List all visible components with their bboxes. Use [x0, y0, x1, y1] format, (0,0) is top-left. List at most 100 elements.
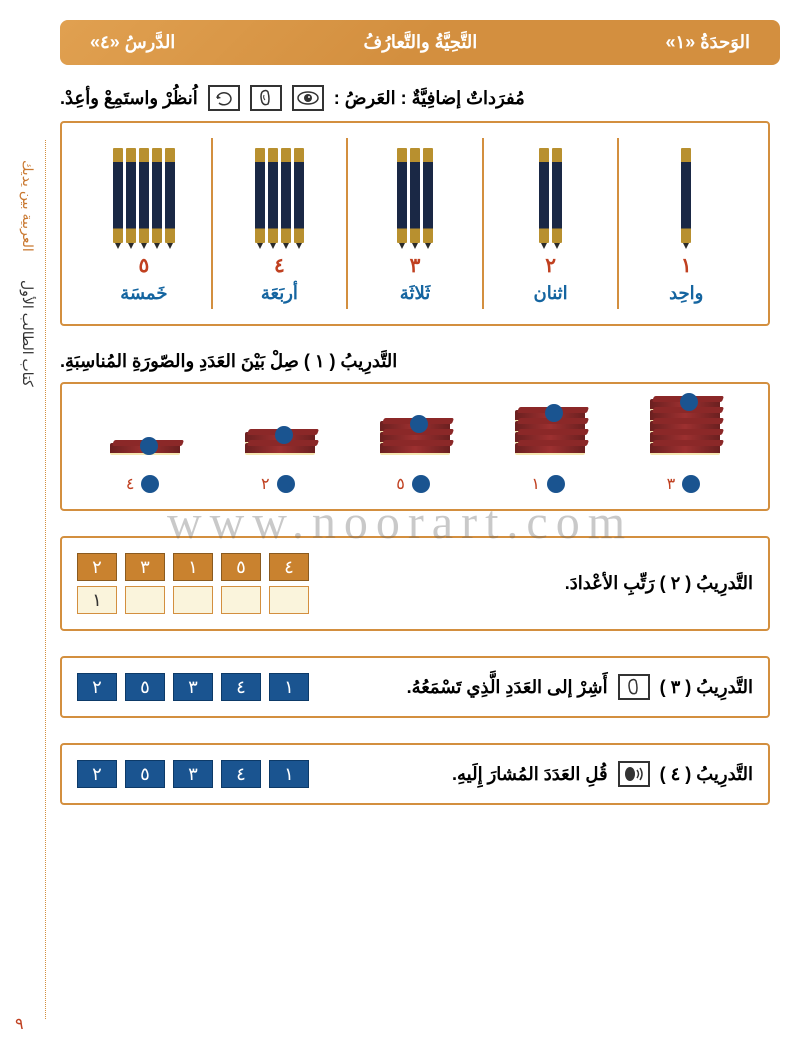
book-icon [650, 443, 720, 455]
pen-icon [255, 148, 265, 243]
pen-icon [552, 148, 562, 243]
pen-word: اثنان [489, 283, 613, 304]
match-dot[interactable] [680, 393, 698, 411]
number-dot[interactable]: ١ [531, 474, 569, 494]
pen-numeral: ٢ [489, 253, 613, 278]
pen-word: أربَعَة [218, 283, 342, 304]
pen-cell: ١ واحِد [617, 138, 753, 309]
pen-cell: ٥خَمسَة [77, 138, 211, 309]
pen-icon [539, 148, 549, 243]
pen-icon [397, 148, 407, 243]
match-dot[interactable] [682, 475, 700, 493]
number-dot[interactable]: ٥ [396, 474, 434, 494]
pen-icon [165, 148, 175, 243]
margin-dotted-line [45, 140, 46, 1019]
pen-numeral: ٤ [218, 253, 342, 278]
match-dot[interactable] [277, 475, 295, 493]
ex3-instruction: أَشِرْ إلى العَدَدِ الَّذِي تَسْمَعُهُ. [407, 677, 608, 698]
number-box[interactable]: ٢ [77, 760, 117, 788]
number-box[interactable]: ١ [269, 673, 309, 701]
pen-icon [126, 148, 136, 243]
book-cell[interactable] [77, 441, 212, 459]
vocab-instruction: مُفرَداتٌ إضافِيَّةٌ : العَرضُ : اُنظُرْ… [60, 85, 770, 111]
ear-icon [250, 85, 282, 111]
pen-icon [410, 148, 420, 243]
dot-number: ٢ [261, 474, 270, 494]
speak-icon [618, 761, 650, 787]
match-dot[interactable] [275, 426, 293, 444]
number-dot[interactable]: ٢ [261, 474, 299, 494]
number-box: ٣ [125, 553, 165, 581]
book-cell[interactable] [212, 432, 347, 459]
sidebar-title-1: العربية بين يديك [20, 160, 36, 252]
ex1-instruction: التَّدرِيبُ ( ١ ) صِلْ بَيْنَ العَدَدِ و… [60, 351, 770, 372]
match-dot[interactable] [140, 437, 158, 455]
pen-word: واحِد [624, 283, 748, 304]
number-dot[interactable]: ٣ [667, 474, 705, 494]
number-box: ٤ [269, 553, 309, 581]
vocab-prefix: مُفرَداتٌ إضافِيَّةٌ : العَرضُ : [334, 88, 525, 109]
number-box[interactable]: ١ [269, 760, 309, 788]
book-cell[interactable] [618, 399, 753, 459]
match-dot[interactable] [547, 475, 565, 493]
vocab-section: ١ واحِد ٢ اثنان ٣ ثَلاثَة ٤ أربَعَة ٥خَمسَة [60, 121, 770, 326]
ex2-label: التَّدرِيبُ ( ٢ ) رَتِّبِ الأعْدادَ. [565, 573, 753, 594]
dot-number: ١ [531, 474, 540, 494]
ex1-label: التَّدرِيبُ ( ١ ) صِلْ بَيْنَ العَدَدِ و… [60, 351, 397, 372]
number-box: ٢ [77, 553, 117, 581]
number-box[interactable]: ٣ [173, 673, 213, 701]
match-dot[interactable] [412, 475, 430, 493]
ex3-label: التَّدرِيبُ ( ٣ ) [660, 677, 753, 698]
pen-icon [268, 148, 278, 243]
number-box[interactable]: ٤ [221, 760, 261, 788]
pen-numeral: ٥ [82, 253, 206, 278]
book-cell[interactable] [483, 410, 618, 459]
pen-cell: ٤ أربَعَة [211, 138, 347, 309]
ex1-section: ٣ ١ ٥ ٢ ٤ [60, 382, 770, 511]
answer-box[interactable] [173, 586, 213, 614]
page-number: ٩ [15, 1014, 24, 1034]
pen-numeral: ٣ [353, 253, 477, 278]
repeat-icon [208, 85, 240, 111]
pen-icon [681, 148, 691, 243]
number-box[interactable]: ٥ [125, 673, 165, 701]
ex3-section: التَّدرِيبُ ( ٣ ) أَشِرْ إلى العَدَدِ ال… [60, 656, 770, 718]
book-icon [245, 443, 315, 455]
ex4-section: التَّدرِيبُ ( ٤ ) قُلِ العَدَدَ المُشارَ… [60, 743, 770, 805]
answer-box[interactable] [221, 586, 261, 614]
ex4-instruction: قُلِ العَدَدَ المُشارَ إِلَيهِ. [452, 764, 608, 785]
vocab-suffix: اُنظُرْ واستَمِعْ وأعِدْ. [60, 88, 198, 109]
ear-icon [618, 674, 650, 700]
pen-icon [423, 148, 433, 243]
book-icon [380, 443, 450, 455]
dot-number: ٥ [396, 474, 405, 494]
dot-number: ٣ [667, 474, 676, 494]
number-dot[interactable]: ٤ [126, 474, 164, 494]
eye-icon [292, 85, 324, 111]
topic-label: التَّحِيَّةُ والتَّعارُفُ [364, 32, 478, 53]
answer-box[interactable] [269, 586, 309, 614]
pen-icon [113, 148, 123, 243]
answer-box[interactable]: ١ [77, 586, 117, 614]
lesson-label: الدَّرسُ «٤» [90, 32, 175, 53]
sidebar-title-2: كتاب الطالب الأول [20, 280, 36, 387]
number-box[interactable]: ٤ [221, 673, 261, 701]
book-icon [515, 443, 585, 455]
pen-icon [152, 148, 162, 243]
book-cell[interactable] [347, 421, 482, 459]
number-box: ٥ [221, 553, 261, 581]
header-band: الوَحدَةُ «١» التَّحِيَّةُ والتَّعارُفُ … [60, 20, 780, 65]
unit-label: الوَحدَةُ «١» [666, 32, 751, 53]
pen-icon [294, 148, 304, 243]
match-dot[interactable] [545, 404, 563, 422]
number-box[interactable]: ٢ [77, 673, 117, 701]
number-box[interactable]: ٥ [125, 760, 165, 788]
pen-word: ثَلاثَة [353, 283, 477, 304]
number-box[interactable]: ٣ [173, 760, 213, 788]
answer-box[interactable] [125, 586, 165, 614]
match-dot[interactable] [410, 415, 428, 433]
pen-cell: ٢ اثنان [482, 138, 618, 309]
pen-numeral: ١ [624, 253, 748, 278]
pen-icon [139, 148, 149, 243]
match-dot[interactable] [141, 475, 159, 493]
